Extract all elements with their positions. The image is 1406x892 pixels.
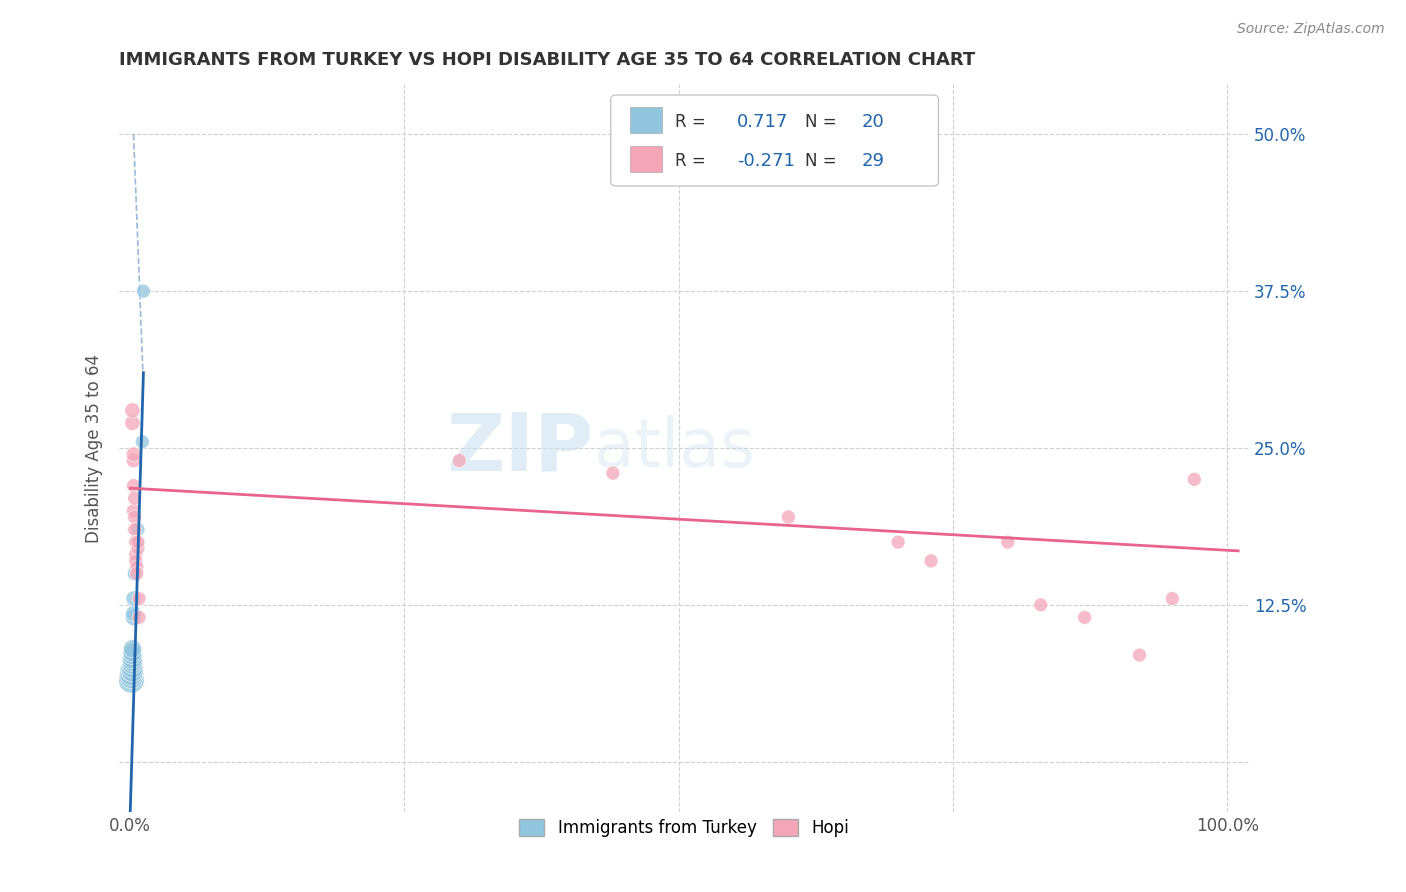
Point [125,554,148,568]
Point [602,466,624,480]
Point [120,669,142,683]
Point [121,665,143,679]
Point [122,504,145,518]
Point [121,654,143,668]
Point [121,416,143,430]
Point [920,554,942,568]
Point [121,648,143,662]
Point [122,607,145,621]
Point [122,591,145,606]
Point [121,660,143,674]
Text: IMMIGRANTS FROM TURKEY VS HOPI DISABILITY AGE 35 TO 64 CORRELATION CHART: IMMIGRANTS FROM TURKEY VS HOPI DISABILIT… [120,51,976,69]
Point [127,535,149,549]
Point [120,673,142,687]
Text: N =: N = [806,152,842,169]
Point [997,535,1019,549]
Point [128,610,150,624]
Point [128,591,150,606]
Point [127,523,149,537]
Text: Source: ZipAtlas.com: Source: ZipAtlas.com [1237,22,1385,37]
Point [125,548,148,562]
Point [124,566,146,581]
Point [122,453,145,467]
Point [122,478,145,492]
Text: R =: R = [675,113,711,131]
Point [125,535,148,549]
Point [125,560,148,574]
Point [122,447,145,461]
Point [1073,610,1095,624]
Point [132,284,155,298]
Point [121,403,143,417]
Point [124,491,146,506]
Text: atlas: atlas [593,415,755,481]
Point [131,434,153,449]
FancyBboxPatch shape [610,95,938,186]
Point [121,657,143,671]
Point [887,535,910,549]
Text: ZIP: ZIP [447,409,593,487]
FancyBboxPatch shape [630,107,662,133]
Point [1161,591,1184,606]
Point [121,641,143,656]
Point [1182,472,1205,486]
Point [1128,648,1150,662]
Text: 0.717: 0.717 [737,113,789,131]
Point [124,523,146,537]
Y-axis label: Disability Age 35 to 64: Disability Age 35 to 64 [86,353,103,542]
Point [120,663,142,677]
Point [121,646,143,660]
Text: 29: 29 [862,152,884,169]
Text: -0.271: -0.271 [737,152,796,169]
Point [778,510,800,524]
Legend: Immigrants from Turkey, Hopi: Immigrants from Turkey, Hopi [513,812,856,844]
Text: R =: R = [675,152,711,169]
Text: 20: 20 [862,113,884,131]
Point [120,666,142,681]
Point [125,566,148,581]
Text: N =: N = [806,113,842,131]
FancyBboxPatch shape [630,146,662,172]
Point [1029,598,1052,612]
Point [121,652,143,666]
Point [124,510,146,524]
Point [122,610,145,624]
Point [449,453,471,467]
Point [127,541,149,556]
Point [125,535,148,549]
